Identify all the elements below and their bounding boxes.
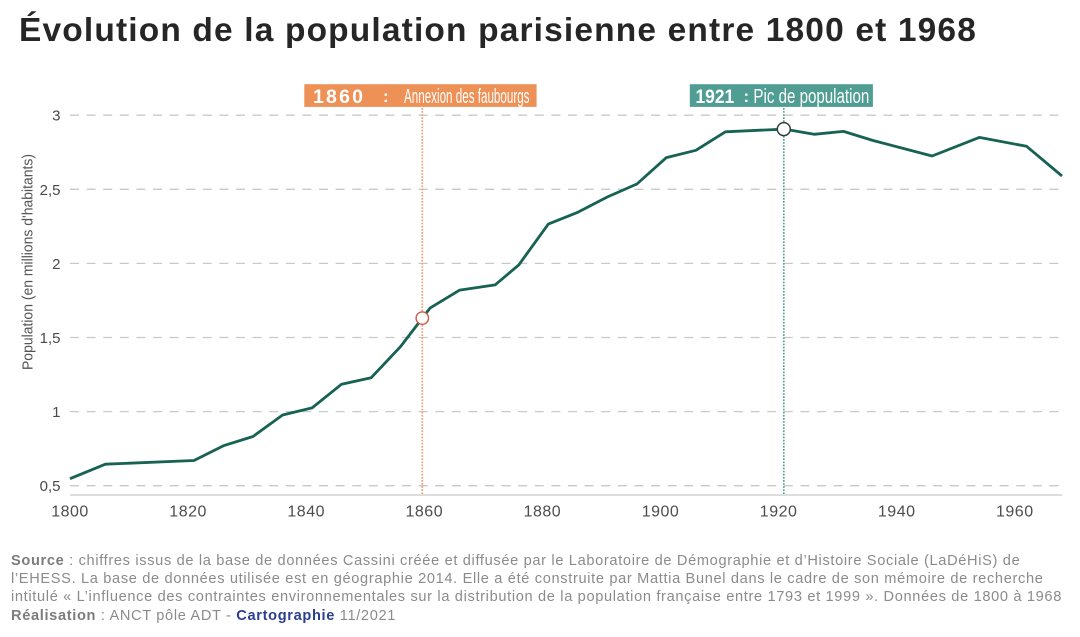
svg-text:1860: 1860 bbox=[406, 504, 444, 521]
svg-text:1: 1 bbox=[52, 404, 60, 421]
svg-text:1921: 1921 bbox=[696, 86, 735, 108]
svg-text:1,5: 1,5 bbox=[40, 330, 61, 347]
svg-text:1920: 1920 bbox=[760, 504, 798, 521]
svg-text:1820: 1820 bbox=[169, 504, 207, 521]
svg-text:Pic de population: Pic de population bbox=[753, 86, 869, 108]
svg-text::: : bbox=[383, 87, 389, 106]
svg-text:2: 2 bbox=[52, 256, 60, 273]
svg-text:1860: 1860 bbox=[313, 86, 365, 108]
svg-text:Population (en millions d'habi: Population (en millions d'habitants) bbox=[20, 154, 37, 370]
svg-text:Annexion des faubourgs: Annexion des faubourgs bbox=[404, 86, 530, 108]
svg-text:1880: 1880 bbox=[524, 504, 562, 521]
svg-text:2,5: 2,5 bbox=[40, 182, 61, 199]
svg-text:1840: 1840 bbox=[287, 504, 325, 521]
svg-text:0,5: 0,5 bbox=[40, 478, 61, 495]
svg-text:1960: 1960 bbox=[996, 504, 1034, 521]
svg-text:1940: 1940 bbox=[878, 504, 916, 521]
svg-text:3: 3 bbox=[52, 108, 60, 125]
svg-text::: : bbox=[744, 87, 750, 106]
svg-text:1900: 1900 bbox=[642, 504, 680, 521]
svg-text:1800: 1800 bbox=[51, 504, 89, 521]
